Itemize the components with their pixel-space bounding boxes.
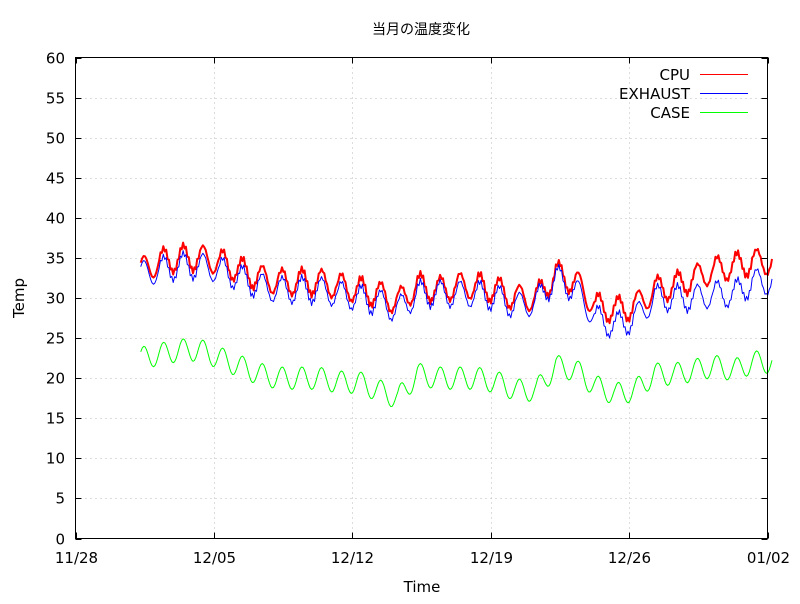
y-tick-label: 60 [46,50,65,68]
y-tick-label: 20 [46,370,65,388]
x-tick-labels: 11/28 12/05 12/12 12/19 12/26 01/02 [55,549,790,567]
axis-ticks [75,57,769,540]
y-tick-label: 40 [46,210,65,228]
series-line-case [140,338,773,407]
y-tick-label: 55 [46,90,65,108]
x-tick-label: 12/05 [193,549,236,567]
y-tick-label: 35 [46,250,65,268]
legend-label-exhaust: EXHAUST [619,85,691,103]
y-tick-label: 50 [46,130,65,148]
legend-label-cpu: CPU [660,66,691,84]
x-tick-label: 01/02 [747,549,790,567]
grid [75,57,768,539]
series-line-exhaust [140,250,773,339]
y-tick-label: 0 [55,531,65,549]
y-tick-label: 15 [46,410,65,428]
legend-label-case: CASE [650,104,690,122]
x-tick-label: 12/19 [470,549,513,567]
series-line-cpu [139,241,773,325]
x-tick-label: 12/12 [331,549,374,567]
series-lines [139,241,773,407]
x-axis-label: Time [403,578,441,596]
y-axis-label: Temp [10,278,28,319]
y-tick-label: 30 [46,290,65,308]
x-tick-label: 11/28 [55,549,98,567]
x-tick-label: 12/26 [608,549,651,567]
y-tick-label: 45 [46,170,65,188]
y-tick-label: 10 [46,450,65,468]
chart-title: 当月の温度変化 [372,21,470,38]
y-tick-label: 25 [46,330,65,348]
y-tick-label: 5 [55,490,65,508]
y-tick-labels: 0 5 10 15 20 25 30 35 40 45 50 55 60 [46,50,65,549]
